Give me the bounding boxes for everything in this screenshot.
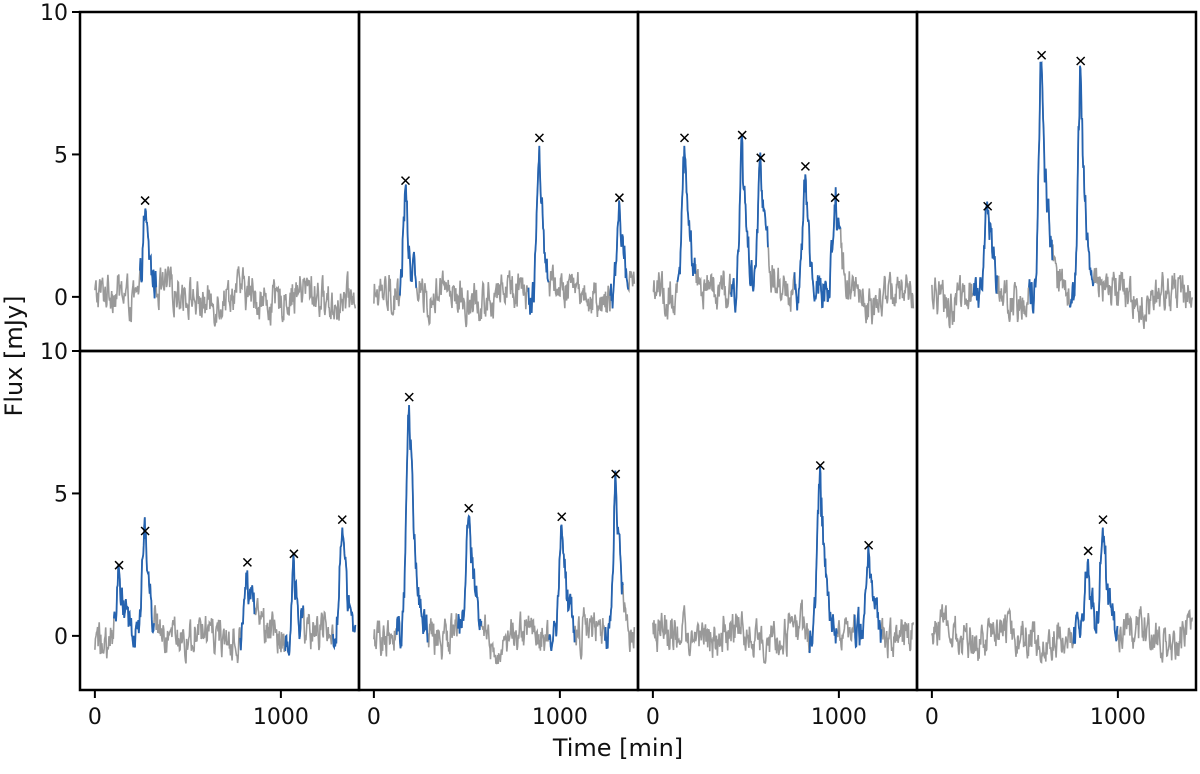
flare-segment-0 [808,466,838,654]
flare-segment-0 [1072,527,1119,644]
flare-segment-0 [113,517,155,648]
baseline-series [931,527,1194,664]
flare-segment-1 [527,145,550,315]
peak-marker-1 [737,130,747,140]
x-tick-label: 0 [367,705,381,730]
peak-marker-0 [815,460,825,471]
y-tick-label: 10 [40,1,68,26]
peak-marker-2 [756,153,766,163]
flare-segment-3 [332,527,357,651]
panel-series-group [373,405,636,665]
x-tick-label: 0 [646,705,660,730]
flare-segment-3 [604,470,624,650]
flare-segment-1 [239,570,256,651]
y-tick-label: 5 [54,143,68,168]
panel-r1-c3 [915,349,1198,692]
x-tick-label: 1000 [1090,705,1146,730]
peak-marker-0 [404,392,414,402]
panel-series-group [931,60,1194,329]
peak-marker-0 [1083,546,1093,556]
peak-marker-3 [611,469,621,479]
y-tick-label: 5 [54,482,68,507]
peak-marker-2 [242,557,252,567]
peak-marker-4 [337,515,347,525]
peak-marker-0 [983,201,993,211]
peak-marker-0 [679,133,690,143]
baseline-series [94,208,357,327]
panel-series-group [94,208,357,327]
peak-marker-2 [1076,56,1086,66]
panel-r0-c0 [78,10,361,353]
flare-segment-1 [853,545,883,649]
peak-marker-1 [140,526,150,536]
panel-series-group [94,517,357,664]
panel-series-group [652,466,915,664]
ticks-layer: 0 5 10 0 1000 0 5 10 0 1000 0 1000 0 1000 [40,1,1146,730]
baseline-series [652,134,915,325]
peak-marker-2 [614,193,624,203]
baseline-series [373,145,636,328]
panel-series-group [652,134,915,325]
panel-series-group [931,527,1194,664]
flare-segment-0 [395,405,429,649]
peak-marker-3 [800,161,810,171]
x-tick-label: 1000 [253,705,309,730]
flare-segment-1 [1028,60,1054,314]
peak-marker-0 [114,560,124,570]
x-tick-label: 0 [925,705,939,730]
panel-series-group [373,145,636,328]
peak-marker-3 [289,549,299,559]
x-tick-label: 1000 [811,705,867,730]
flare-segment-1 [730,134,769,313]
x-tick-label: 0 [88,705,102,730]
panels-layer [78,10,1198,692]
baseline-series [652,466,915,664]
peak-marker-1 [1098,515,1108,525]
peak-marker-1 [864,540,874,550]
flare-segment-0 [399,184,418,296]
x-axis-label: Time [min] [552,734,683,762]
panel-r1-c2 [636,349,919,692]
flare-segment-0 [139,208,158,299]
baseline-series [931,61,1194,329]
flare-segment-2 [609,200,630,309]
peak-marker-1 [534,133,544,143]
y-tick-label: 0 [54,625,68,650]
flare-segment-1 [457,514,483,634]
y-axis-label: Flux [mJy] [0,296,28,417]
panel-r0-c3 [915,10,1198,353]
flare-segment-0 [972,201,998,308]
flare-segment-0 [676,145,697,283]
flare-segment-2 [548,524,576,652]
panel-r1-c0 [78,349,361,692]
y-tick-label: 10 [40,340,68,365]
panel-frame [915,349,1198,692]
panel-r0-c2 [636,10,919,353]
peak-marker-4 [830,193,840,203]
x-tick-label: 1000 [532,705,588,730]
flare-segment-2 [793,174,842,311]
peak-marker-2 [557,512,567,522]
peak-marker-1 [1037,50,1047,60]
y-tick-label: 0 [54,286,68,311]
flare-segment-2 [284,553,305,656]
peak-marker-1 [464,503,474,513]
peak-marker-0 [140,196,150,206]
panel-r0-c1 [357,10,640,353]
panel-r1-c1 [357,349,640,692]
flare-segment-2 [1068,65,1095,308]
peak-marker-0 [400,176,411,186]
